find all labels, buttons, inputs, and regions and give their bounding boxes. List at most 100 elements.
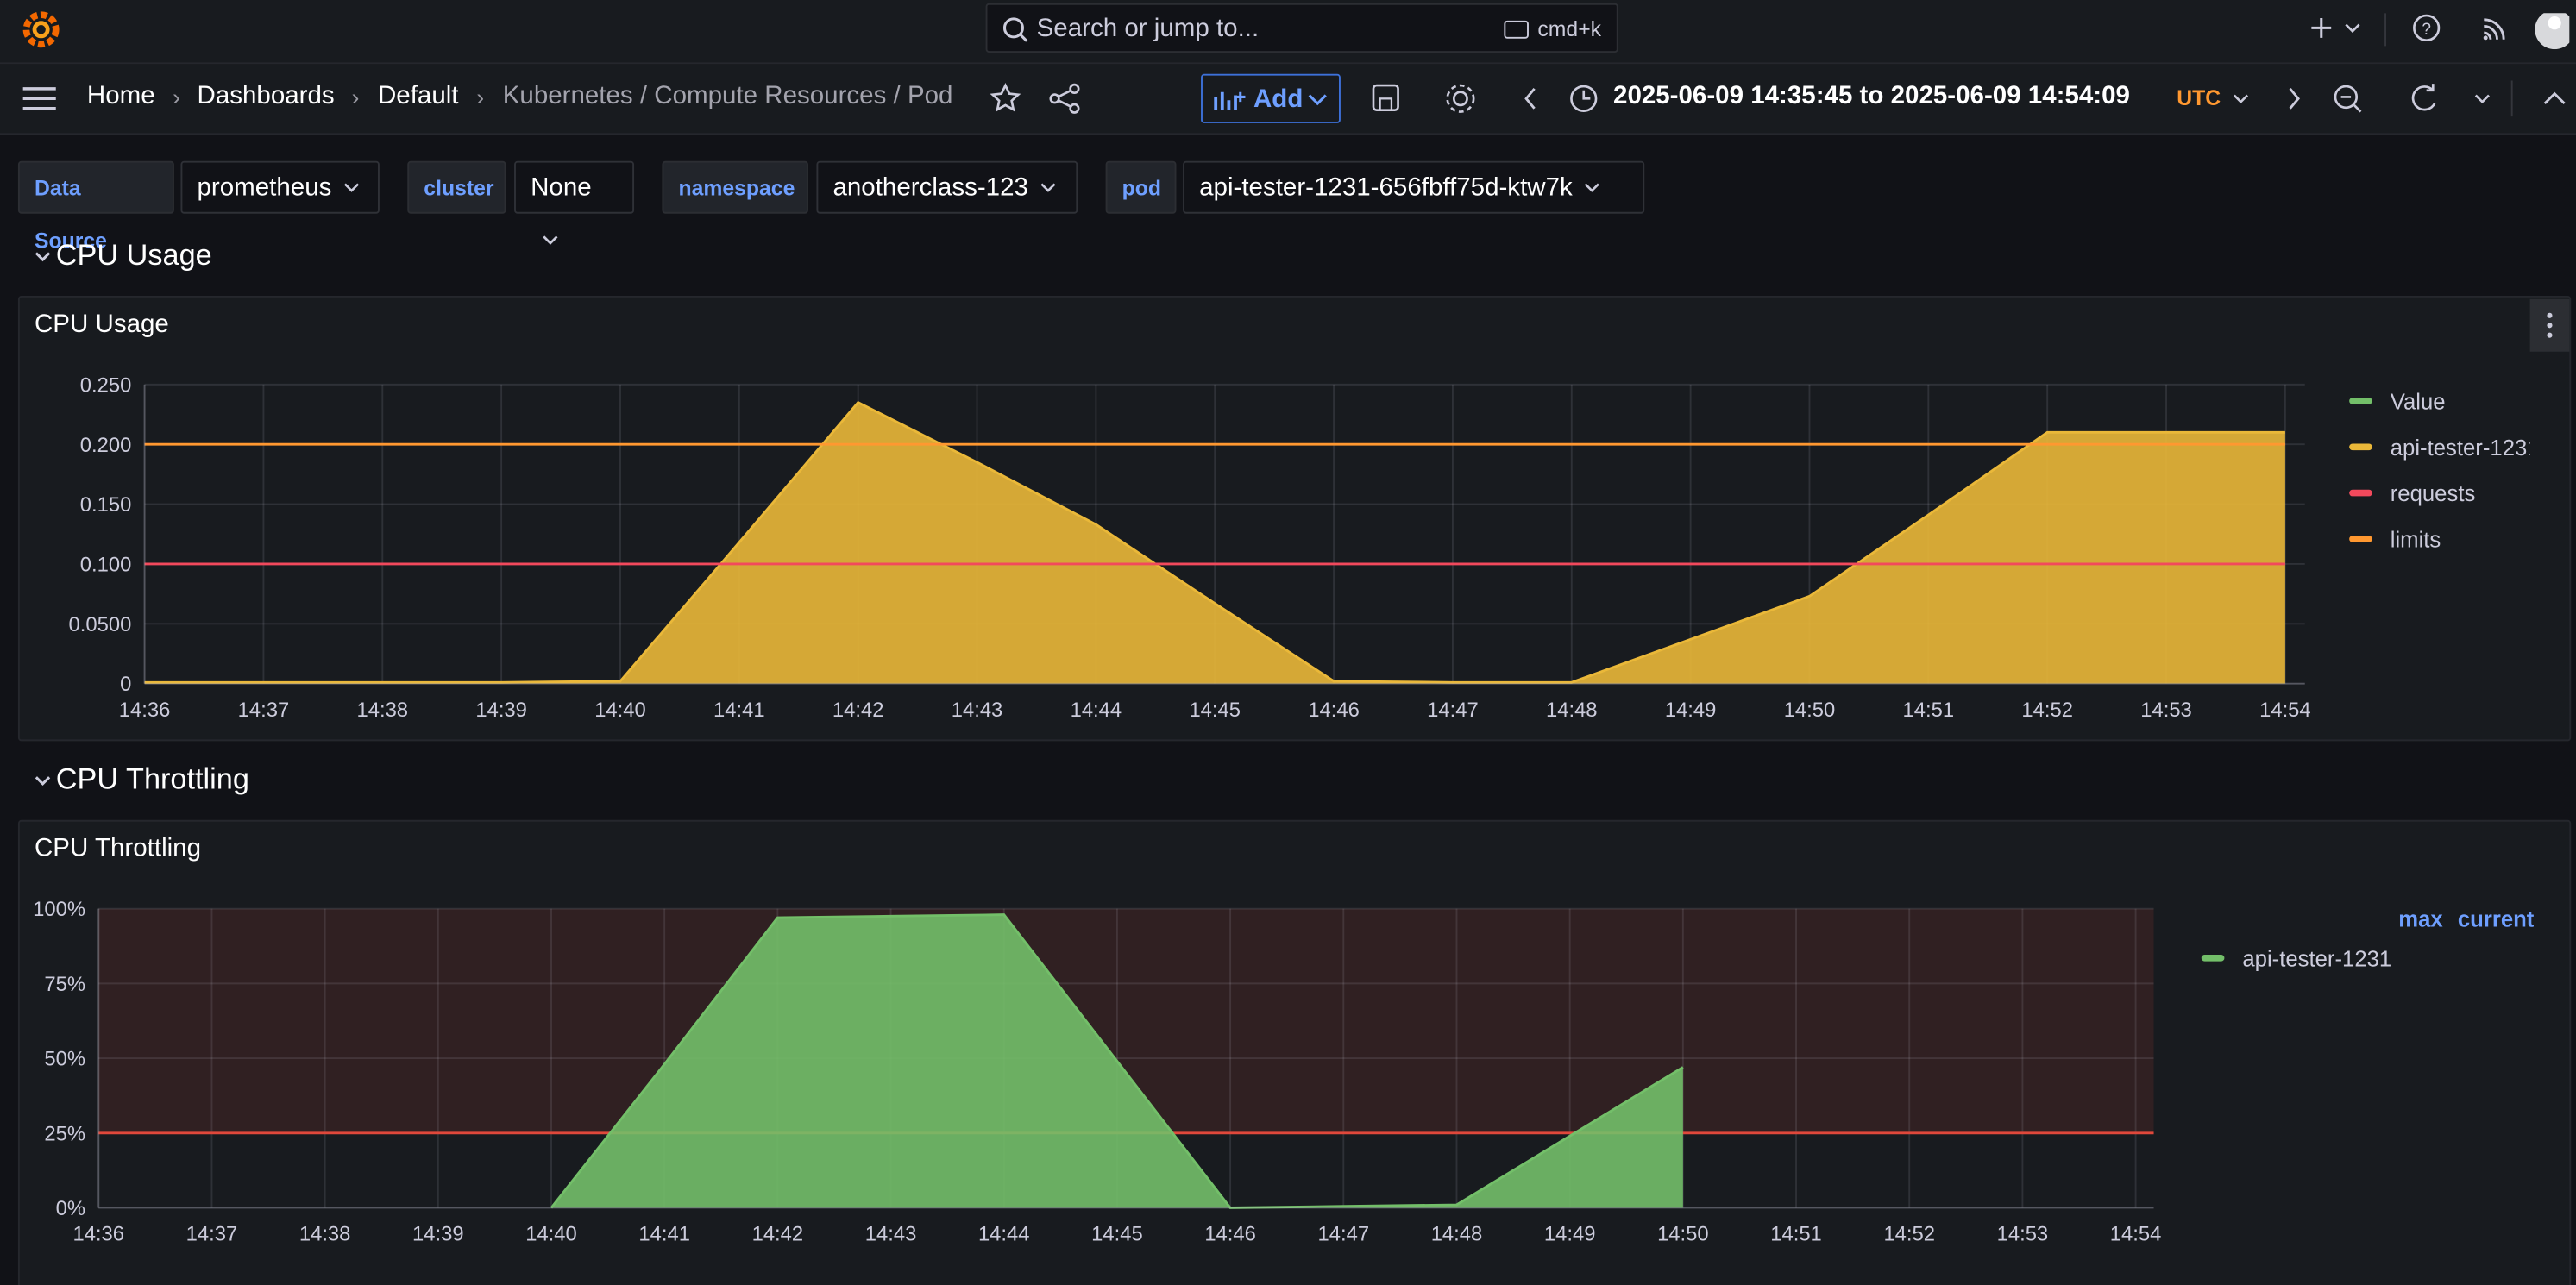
variable-label: Data Source (18, 161, 174, 214)
legend-swatch (2202, 955, 2225, 962)
y-tick-label: 50% (44, 1048, 85, 1071)
legend-swatch (2349, 398, 2372, 404)
x-tick-label: 14:51 (1770, 1223, 1822, 1246)
variable-value[interactable]: None (514, 161, 634, 214)
breadcrumb[interactable]: Default (378, 82, 459, 111)
caret (541, 232, 561, 248)
legend-label: api-tester-1231 (2391, 436, 2530, 461)
menu-icon[interactable] (22, 84, 58, 113)
breadcrumb[interactable]: Home (87, 82, 155, 111)
chart: 0%25%50%75%100%14:3614:3714:3814:3914:40… (20, 822, 2569, 1285)
variable-value[interactable]: prometheus (180, 161, 379, 214)
y-tick-label: 0% (56, 1197, 85, 1220)
x-tick-label: 14:39 (475, 699, 527, 722)
row-title[interactable]: CPU Throttling (56, 762, 249, 797)
x-tick-label: 14:42 (832, 699, 884, 722)
kbd-icon (1503, 20, 1529, 40)
breadcrumb-sep: › (352, 84, 360, 110)
x-tick-label: 14:37 (238, 699, 290, 722)
x-tick-label: 14:41 (713, 699, 765, 722)
x-tick-label: 14:51 (1903, 699, 1955, 722)
y-tick-label: 0.150 (80, 493, 132, 517)
search-placeholder: Search or jump to... (1037, 15, 1260, 44)
x-tick-label: 14:46 (1308, 699, 1360, 722)
search-shortcut: cmd+k (1537, 16, 1601, 41)
row-caret[interactable] (33, 247, 53, 266)
y-tick-label: 100% (33, 898, 85, 921)
add-label: Add (1253, 85, 1303, 115)
caret (1308, 92, 1328, 109)
top-icons[interactable]: ? (2307, 13, 2570, 49)
svg-text:?: ? (2422, 21, 2431, 39)
x-tick-label: 14:47 (1427, 699, 1479, 722)
row-title[interactable]: CPU Usage (56, 238, 212, 273)
panel: CPU Usage 00.05000.1000.1500.2000.25014:… (18, 296, 2571, 741)
y-tick-label: 0.100 (80, 554, 132, 577)
x-tick-label: 14:49 (1665, 699, 1717, 722)
caret (1582, 179, 1602, 196)
y-tick-label: 0 (120, 673, 131, 696)
panel-menu[interactable] (2530, 299, 2570, 352)
x-tick-label: 14:46 (1204, 1223, 1256, 1246)
legend-label: limits (2391, 528, 2441, 552)
x-tick-label: 14:45 (1091, 1223, 1143, 1246)
x-tick-label: 14:44 (978, 1223, 1030, 1246)
x-tick-label: 14:42 (752, 1223, 804, 1246)
x-tick-label: 14:40 (525, 1223, 577, 1246)
legend-swatch (2349, 490, 2372, 497)
x-tick-label: 14:48 (1546, 699, 1598, 722)
add-button[interactable]: Add (1201, 74, 1341, 123)
breadcrumb[interactable]: Dashboards (198, 82, 335, 111)
panel: CPU Throttling 0%25%50%75%100%14:3614:37… (18, 820, 2571, 1285)
x-tick-label: 14:50 (1784, 699, 1836, 722)
row-caret[interactable] (33, 771, 53, 791)
x-tick-label: 14:53 (1997, 1223, 2049, 1246)
legend-column: max (2398, 908, 2443, 932)
toolbar-icons[interactable] (1368, 80, 1599, 116)
x-tick-label: 14:37 (186, 1223, 238, 1246)
x-tick-label: 14:43 (952, 699, 1003, 722)
x-tick-label: 14:48 (1431, 1223, 1483, 1246)
time-range[interactable]: 2025-06-09 14:35:45 to 2025-06-09 14:54:… (1613, 82, 2130, 111)
toolbar-icons-right[interactable] (2229, 80, 2574, 116)
legend-label: requests (2391, 482, 2476, 506)
x-tick-label: 14:38 (299, 1223, 351, 1246)
x-tick-label: 14:43 (865, 1223, 917, 1246)
timezone: UTC (2177, 85, 2221, 110)
variable-label: cluster (407, 161, 506, 214)
x-tick-label: 14:53 (2140, 699, 2192, 722)
legend-label: Value (2391, 390, 2446, 414)
variable-text: prometheus (198, 174, 332, 202)
legend-swatch (2349, 536, 2372, 542)
legend-swatch (2349, 443, 2372, 450)
y-tick-label: 0.0500 (69, 613, 132, 636)
legend-label: api-tester-1231 (2242, 947, 2391, 971)
x-tick-label: 14:54 (2110, 1223, 2162, 1246)
variable-text: anotherclass-123 (832, 174, 1027, 202)
chart: 0 0.0500 0.100 0.150 0.200 0.250 14:36 14:37 14:… (20, 298, 2530, 738)
variable-text: None (531, 174, 592, 202)
x-tick-label: 14:45 (1189, 699, 1241, 722)
x-tick-label: 14:36 (119, 699, 171, 722)
variable-text: api-tester-1231-656fbff75d-ktw7k (1199, 174, 1573, 202)
variable-value[interactable]: anotherclass-123 (816, 161, 1078, 214)
variable-label: namespace (662, 161, 807, 214)
search-box[interactable]: Search or jump to... cmd+k (986, 3, 1618, 53)
logo[interactable] (20, 9, 63, 52)
variable-label: pod (1106, 161, 1177, 214)
breadcrumb-current: Kubernetes / Compute Resources / Pod (503, 82, 953, 111)
caret (1038, 179, 1058, 196)
star-share-icons[interactable] (989, 82, 1087, 115)
y-tick-label: 0.200 (80, 434, 132, 457)
x-tick-label: 14:38 (357, 699, 409, 722)
variable-value[interactable]: api-tester-1231-656fbff75d-ktw7k (1183, 161, 1644, 214)
x-tick-label: 14:39 (412, 1223, 464, 1246)
y-tick-label: 25% (44, 1122, 85, 1145)
y-tick-label: 0.250 (80, 373, 132, 397)
breadcrumb-sep: › (476, 84, 484, 110)
add-icon (1212, 87, 1248, 113)
x-tick-label: 14:47 (1318, 1223, 1370, 1246)
x-tick-label: 14:50 (1657, 1223, 1709, 1246)
